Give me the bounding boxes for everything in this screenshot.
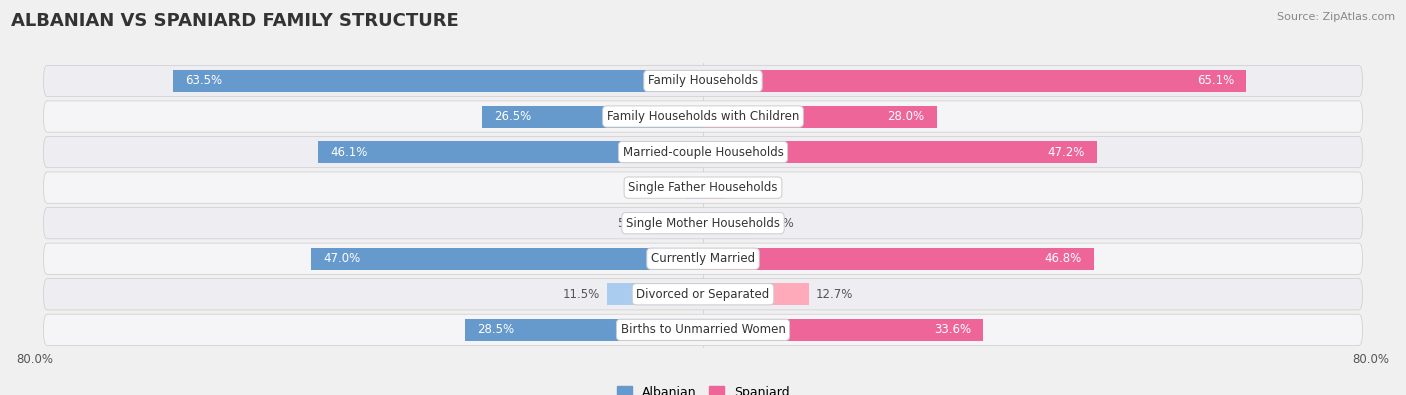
Text: 26.5%: 26.5% — [495, 110, 531, 123]
Text: 46.8%: 46.8% — [1043, 252, 1081, 265]
Text: Divorced or Separated: Divorced or Separated — [637, 288, 769, 301]
Bar — [703, 283, 808, 305]
Text: 5.9%: 5.9% — [617, 217, 647, 229]
Text: Single Father Households: Single Father Households — [628, 181, 778, 194]
Text: Family Households: Family Households — [648, 75, 758, 87]
FancyBboxPatch shape — [44, 101, 1362, 132]
Text: Married-couple Households: Married-couple Households — [623, 146, 783, 158]
Text: Family Households with Children: Family Households with Children — [607, 110, 799, 123]
Bar — [607, 283, 703, 305]
Text: 28.0%: 28.0% — [887, 110, 924, 123]
Text: 2.5%: 2.5% — [731, 181, 761, 194]
Text: Births to Unmarried Women: Births to Unmarried Women — [620, 324, 786, 336]
Text: Single Mother Households: Single Mother Households — [626, 217, 780, 229]
Legend: Albanian, Spaniard: Albanian, Spaniard — [612, 381, 794, 395]
Bar — [686, 177, 703, 199]
Text: 47.0%: 47.0% — [323, 252, 360, 265]
Text: 65.1%: 65.1% — [1197, 75, 1234, 87]
Bar — [703, 141, 1097, 163]
Bar — [311, 248, 703, 270]
FancyBboxPatch shape — [44, 243, 1362, 275]
Bar — [703, 177, 724, 199]
Bar — [703, 105, 936, 128]
FancyBboxPatch shape — [44, 65, 1362, 97]
Text: 46.1%: 46.1% — [330, 146, 368, 158]
Bar — [703, 248, 1094, 270]
FancyBboxPatch shape — [44, 136, 1362, 168]
Bar — [654, 212, 703, 234]
Text: 11.5%: 11.5% — [562, 288, 600, 301]
Text: 12.7%: 12.7% — [815, 288, 853, 301]
FancyBboxPatch shape — [44, 207, 1362, 239]
FancyBboxPatch shape — [44, 278, 1362, 310]
Text: Source: ZipAtlas.com: Source: ZipAtlas.com — [1277, 12, 1395, 22]
Text: Currently Married: Currently Married — [651, 252, 755, 265]
FancyBboxPatch shape — [44, 172, 1362, 203]
Text: 28.5%: 28.5% — [478, 324, 515, 336]
Bar — [703, 70, 1247, 92]
Text: ALBANIAN VS SPANIARD FAMILY STRUCTURE: ALBANIAN VS SPANIARD FAMILY STRUCTURE — [11, 12, 458, 30]
FancyBboxPatch shape — [44, 314, 1362, 346]
Bar — [482, 105, 703, 128]
Bar — [318, 141, 703, 163]
Text: 6.5%: 6.5% — [763, 217, 794, 229]
Text: 63.5%: 63.5% — [186, 75, 222, 87]
Bar — [173, 70, 703, 92]
Text: 2.0%: 2.0% — [650, 181, 679, 194]
Text: 33.6%: 33.6% — [934, 324, 972, 336]
Bar — [703, 212, 758, 234]
Text: 47.2%: 47.2% — [1047, 146, 1084, 158]
Bar — [465, 319, 703, 341]
Bar — [703, 319, 983, 341]
